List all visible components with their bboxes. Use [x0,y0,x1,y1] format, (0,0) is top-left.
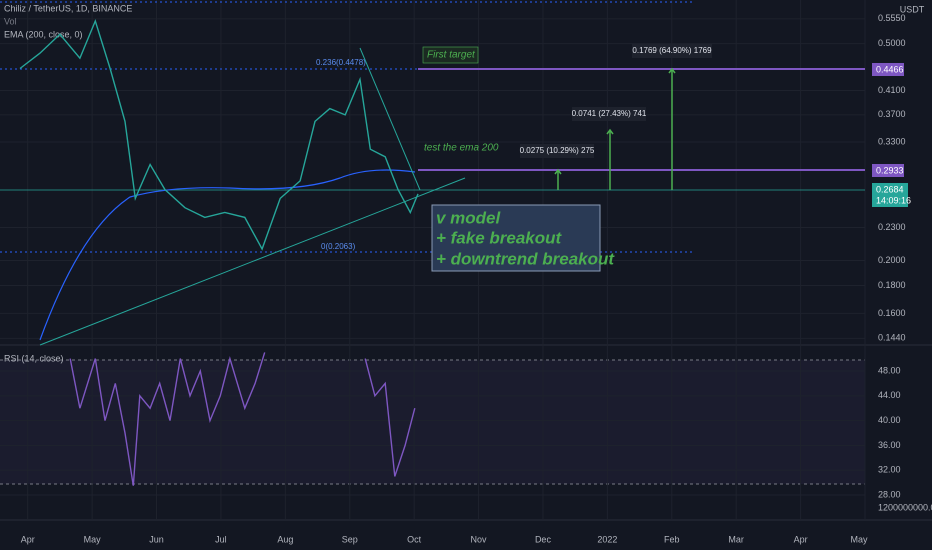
arrow [606,128,614,190]
trendline [359,47,421,191]
x-tick-label: 2022 [597,534,617,544]
y-tick-label: 28.00 [878,489,901,499]
y-tick-label: 40.00 [878,415,901,425]
x-tick-label: Apr [794,534,808,544]
y-tick-label: 32.00 [878,465,901,475]
y-tick-label: 0.3700 [878,109,906,119]
x-tick-label: Aug [277,534,293,544]
arrow [668,67,676,190]
data-line [69,352,416,486]
label-box [572,107,646,121]
x-tick-label: May [84,534,102,544]
vol-label: Vol [4,16,17,26]
x-tick-label: Sep [342,534,358,544]
y-tick-label: 0.5000 [878,38,906,48]
volume-scale: 1200000000.0000 [878,502,932,512]
y-tick-label: 0.4100 [878,85,906,95]
y-tick-label: 0.2000 [878,255,906,265]
arrow [554,168,562,190]
price-tag [872,183,908,207]
x-tick-label: Nov [471,534,488,544]
x-tick-label: Apr [21,534,35,544]
note-box [431,204,601,272]
x-tick-label: Jun [149,534,164,544]
y-tick-label: 0.2300 [878,222,906,232]
price-tag [872,164,904,177]
last-price: 0.2684 [876,184,904,194]
note-line: v model [436,208,502,227]
chart-title: Chiliz / TetherUS, 1D, BINANCE [4,3,132,13]
y-tick-label: 44.00 [878,390,901,400]
measure-arrows [554,67,676,190]
currency: USDT [900,4,925,14]
trendline [39,177,466,346]
note-line: + downtrend breakout [436,249,615,268]
x-tick-label: Oct [407,534,422,544]
y-tick-label: 0.3300 [878,136,906,146]
first-target: First target [427,50,476,61]
x-tick-label: Dec [535,534,552,544]
data-line [19,18,419,251]
y-tick-label: 0.1800 [878,280,906,290]
x-tick-label: Feb [664,534,680,544]
rsi-title: RSI (14, close) [4,353,64,363]
y-tick-label: 0.1600 [878,308,906,318]
price-tag-label: 0.4466 [876,64,904,74]
fib-label: 0(0.2063) [321,242,356,251]
y-tick-label: 36.00 [878,440,901,450]
x-tick-label: May [850,534,868,544]
ema-label: EMA (200, close, 0) [4,29,83,39]
x-tick-label: Jul [215,534,227,544]
label-box [632,44,712,58]
test-ema: test the ema 200 [424,143,499,154]
y-tick-label: 48.00 [878,365,901,375]
price-tag [872,63,904,76]
ema-line [39,169,416,341]
label-box [520,144,594,158]
fib-label: 0.236(0.4478) [316,58,366,67]
countdown: 14:09:16 [876,195,911,205]
rsi-band [0,360,865,484]
measure-label: 0.1769 (64.90%) 1769 [632,46,712,55]
measure-label: 0.0275 (10.29%) 275 [520,146,595,155]
measure-label: 0.0741 (27.43%) 741 [572,109,647,118]
note-line: + fake breakout [436,228,563,247]
y-tick-label: 0.5550 [878,13,906,23]
x-tick-label: Mar [728,534,744,544]
y-tick-label: 0.1440 [878,333,906,343]
label-box [422,46,479,64]
price-tag-label: 0.2933 [876,165,904,175]
